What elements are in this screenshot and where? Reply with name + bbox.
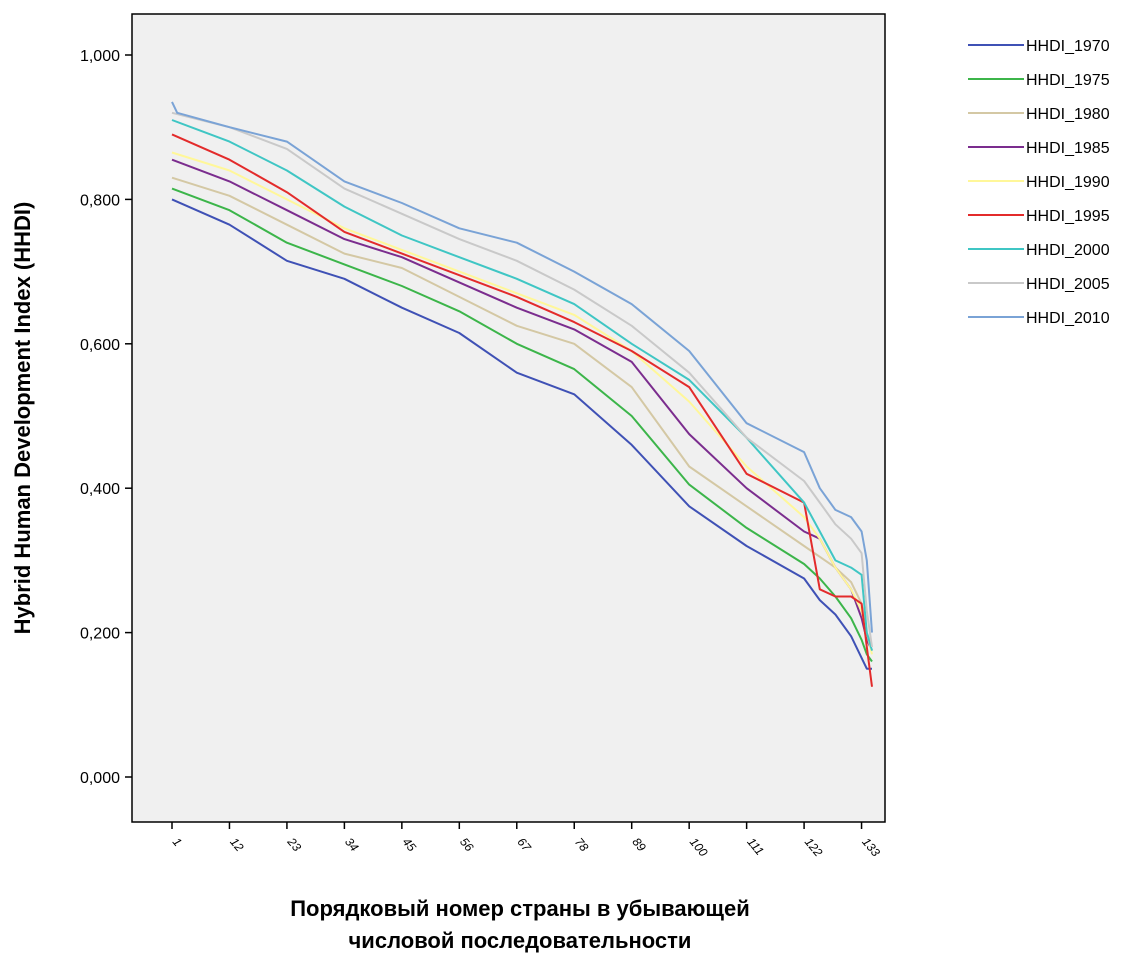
series-line-hhdi_2000: [171, 119, 873, 651]
y-axis-title: Hybrid Human Development Index (HHDI): [10, 202, 35, 635]
series-line-hhdi_1970: [171, 198, 872, 670]
legend-label-hhdi_1975: HHDI_1975: [1026, 72, 1110, 89]
legend: HHDI_1970 HHDI_1975 HHDI_1980 HHDI_1985 HHDI…: [968, 38, 1110, 327]
x-tick-label: 78: [572, 835, 592, 854]
series-line-hhdi_2005: [171, 111, 873, 648]
y-axis: 0,000 0,200 0,400 0,600 0,800 1,000: [80, 48, 132, 787]
x-tick-label: 100: [687, 835, 711, 860]
legend-label-hhdi_2010: HHDI_2010: [1026, 310, 1110, 327]
x-tick-label: 122: [802, 835, 826, 860]
x-axis-title-line-1: Порядковый номер страны в убывающей: [290, 896, 750, 921]
x-tick-label: 12: [227, 835, 247, 854]
plot-area: [131, 13, 886, 823]
legend-label-hhdi_1990: HHDI_1990: [1026, 174, 1110, 191]
legend-label-hhdi_2005: HHDI_2005: [1026, 276, 1110, 293]
x-tick-label: 133: [859, 835, 883, 860]
x-tick-label: 34: [342, 835, 362, 854]
series-line-hhdi_2010: [171, 101, 873, 633]
series-line-hhdi_1995: [171, 133, 873, 687]
legend-label-hhdi_1985: HHDI_1985: [1026, 140, 1110, 157]
series-line-hhdi_1980: [171, 176, 873, 648]
y-tick-label: 0,600: [80, 337, 120, 354]
y-tick-label: 0,400: [80, 481, 120, 498]
x-tick-label: 111: [744, 835, 766, 858]
x-tick-label: 67: [514, 835, 534, 855]
y-tick-label: 1,000: [80, 48, 120, 65]
x-tick-label: 89: [629, 835, 649, 854]
legend-label-hhdi_1995: HHDI_1995: [1026, 208, 1110, 225]
legend-label-hhdi_1980: HHDI_1980: [1026, 106, 1110, 123]
x-tick-label: 45: [400, 835, 420, 854]
x-tick-label: 1: [170, 835, 185, 849]
x-tick-label: 56: [457, 835, 477, 854]
y-tick-label: 0,000: [80, 770, 120, 787]
y-tick-label: 0,200: [80, 626, 120, 643]
x-axis: 1 12 23 34 45 56 67 78 89 100 111 122 133: [170, 822, 883, 860]
legend-label-hhdi_2000: HHDI_2000: [1026, 242, 1110, 259]
y-tick-label: 0,800: [80, 192, 120, 209]
legend-label-hhdi_1970: HHDI_1970: [1026, 38, 1110, 55]
x-tick-label: 23: [284, 834, 304, 854]
x-axis-title-line-2: числовой последовательности: [349, 928, 692, 953]
series-line-hhdi_1990: [171, 151, 873, 655]
series-line-hhdi_1975: [171, 187, 873, 663]
series-lines: [171, 101, 873, 687]
